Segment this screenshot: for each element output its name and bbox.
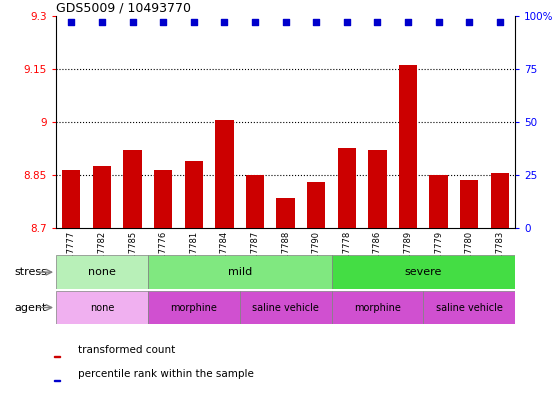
Text: GDS5009 / 10493770: GDS5009 / 10493770: [56, 2, 191, 15]
Point: [465, 19, 474, 25]
Bar: [307, 182, 325, 228]
Text: none: none: [88, 267, 116, 277]
Point: [97, 19, 106, 25]
Bar: [332, 291, 423, 324]
Point: [404, 19, 413, 25]
Text: severe: severe: [405, 267, 442, 277]
Text: stress: stress: [14, 267, 47, 277]
Text: percentile rank within the sample: percentile rank within the sample: [78, 369, 254, 379]
Bar: [54, 380, 60, 381]
Bar: [460, 180, 478, 228]
Bar: [423, 291, 515, 324]
Bar: [430, 175, 448, 228]
Point: [158, 19, 167, 25]
Bar: [215, 120, 234, 228]
Bar: [154, 170, 172, 228]
Point: [67, 19, 76, 25]
Bar: [332, 255, 515, 289]
Point: [281, 19, 290, 25]
Text: saline vehicle: saline vehicle: [252, 303, 319, 312]
Bar: [277, 198, 295, 228]
Bar: [185, 161, 203, 228]
Text: agent: agent: [15, 303, 47, 312]
Point: [496, 19, 505, 25]
Text: mild: mild: [227, 267, 252, 277]
Bar: [54, 356, 60, 357]
Point: [189, 19, 198, 25]
Bar: [56, 291, 148, 324]
Bar: [93, 166, 111, 228]
Text: saline vehicle: saline vehicle: [436, 303, 503, 312]
Bar: [62, 169, 81, 228]
Bar: [56, 255, 148, 289]
Point: [342, 19, 351, 25]
Bar: [246, 175, 264, 228]
Text: transformed count: transformed count: [78, 345, 175, 355]
Text: morphine: morphine: [354, 303, 401, 312]
Bar: [491, 173, 509, 228]
Point: [312, 19, 321, 25]
Bar: [123, 150, 142, 228]
Point: [373, 19, 382, 25]
Bar: [399, 65, 417, 228]
Bar: [368, 150, 386, 228]
Point: [128, 19, 137, 25]
Point: [250, 19, 259, 25]
Text: none: none: [90, 303, 114, 312]
Point: [220, 19, 229, 25]
Bar: [148, 291, 240, 324]
Text: morphine: morphine: [170, 303, 217, 312]
Point: [434, 19, 443, 25]
Bar: [148, 255, 332, 289]
Bar: [240, 291, 332, 324]
Bar: [338, 148, 356, 228]
